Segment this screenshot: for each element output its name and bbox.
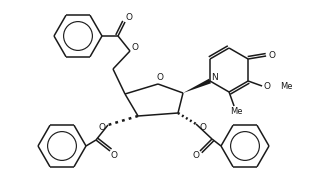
Text: O: O — [199, 123, 207, 132]
Text: Me: Me — [230, 107, 242, 116]
Text: O: O — [126, 13, 133, 22]
Text: O: O — [268, 52, 276, 61]
Text: O: O — [111, 151, 117, 160]
Text: O: O — [132, 43, 138, 52]
Text: O: O — [156, 73, 164, 82]
Text: O: O — [192, 151, 199, 160]
Text: O: O — [264, 82, 271, 91]
Text: N: N — [212, 72, 218, 82]
Text: Me: Me — [280, 82, 293, 91]
Polygon shape — [183, 79, 211, 93]
Text: O: O — [99, 123, 106, 132]
